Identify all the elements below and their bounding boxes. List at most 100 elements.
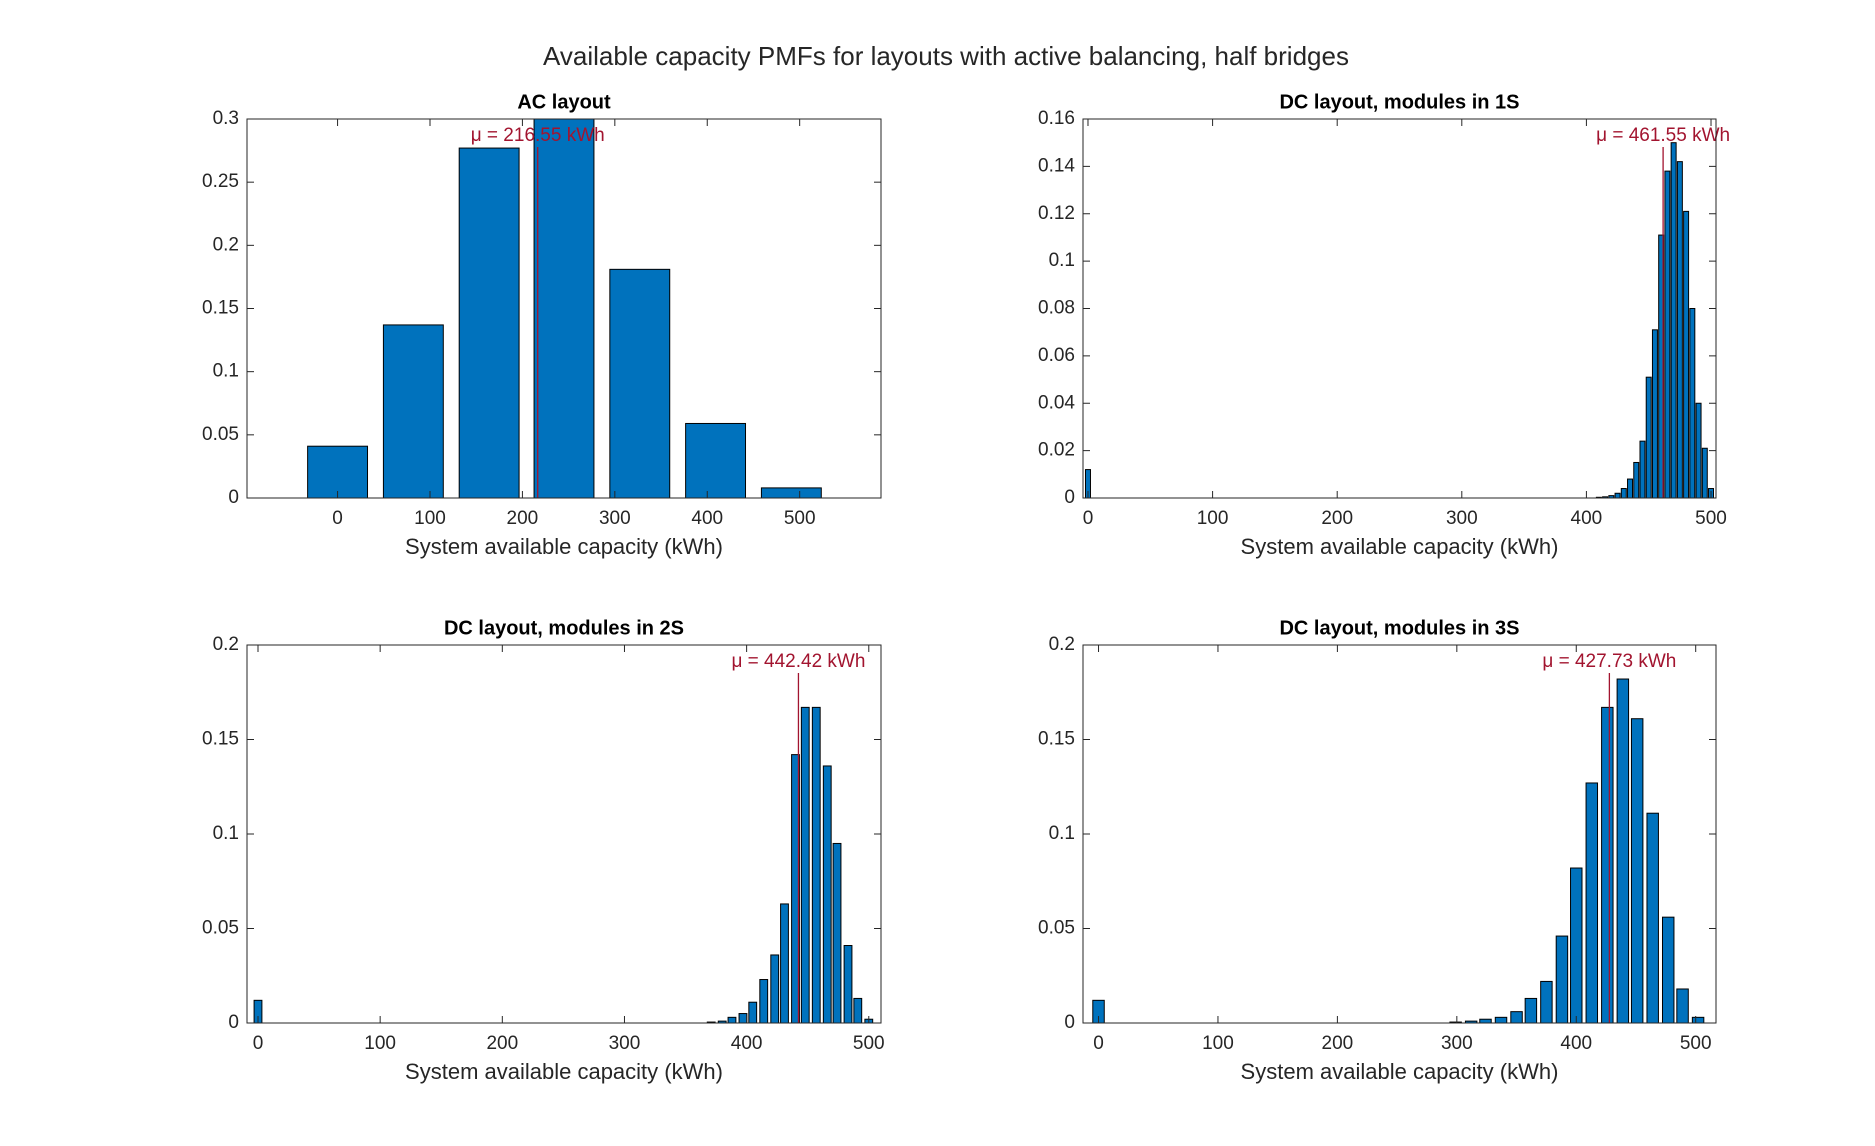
x-tick-label: 100	[414, 508, 446, 529]
bar	[843, 945, 853, 1023]
y-tick-label: 0.12	[1038, 203, 1075, 224]
y-tick-label: 0.2	[213, 234, 239, 255]
bar	[1661, 916, 1675, 1023]
y-tick-label: 0.15	[1038, 729, 1075, 750]
y-tick-label: 0.02	[1038, 440, 1075, 461]
bar	[253, 999, 263, 1023]
bar	[1639, 440, 1646, 498]
bar	[800, 706, 810, 1023]
bar	[1645, 376, 1652, 498]
y-tick-label: 0.06	[1038, 345, 1075, 366]
x-tick-label: 300	[599, 508, 631, 529]
bar	[1524, 997, 1538, 1023]
subplot: μ = 427.73 kWh 0 100 200 300 400 500 0 0.05 0.1 0.…	[1038, 617, 1717, 1084]
bar	[1494, 1016, 1508, 1023]
bar	[609, 268, 671, 498]
bar	[1651, 329, 1658, 498]
y-tick-label: 0.1	[213, 823, 239, 844]
bar	[1630, 718, 1644, 1023]
bar	[748, 1001, 758, 1023]
x-tick-label: 500	[1695, 508, 1727, 529]
bar	[1614, 492, 1621, 498]
bar	[1627, 478, 1634, 498]
x-tick-label: 400	[691, 508, 723, 529]
bar	[1695, 402, 1702, 498]
subplot-title: DC layout, modules in 1S	[1279, 91, 1519, 113]
x-tick-label: 400	[731, 1033, 763, 1054]
subplot: μ = 216.55 kWh 0 100 200 300 400 500 0 0.05 0.1 0.…	[202, 91, 882, 559]
y-tick-label: 0.05	[202, 918, 239, 939]
plot-area	[1084, 142, 1715, 498]
bar	[1664, 170, 1671, 498]
y-tick-label: 0.25	[202, 171, 239, 192]
x-axis-label: System available capacity (kWh)	[1241, 534, 1559, 559]
y-tick-label: 0	[1064, 1012, 1075, 1033]
x-axis-label: System available capacity (kWh)	[405, 534, 723, 559]
x-tick-label: 400	[1560, 1033, 1592, 1054]
x-tick-label: 200	[1322, 1033, 1354, 1054]
y-tick-label: 0.15	[202, 298, 239, 319]
bar	[760, 487, 822, 498]
bar	[1676, 161, 1683, 498]
x-tick-label: 300	[1446, 508, 1478, 529]
bar	[1570, 867, 1583, 1023]
x-tick-label: 500	[853, 1033, 885, 1054]
mean-annotation: μ = 442.42 kWh	[731, 651, 865, 672]
bar	[1540, 980, 1553, 1023]
x-tick-label: 200	[507, 508, 539, 529]
bar	[822, 765, 832, 1023]
plot-area	[1092, 673, 1705, 1023]
plot-area	[253, 673, 874, 1023]
mean-annotation: μ = 216.55 kWh	[471, 125, 605, 146]
y-tick-label: 0.1	[1049, 250, 1075, 271]
bar	[770, 954, 780, 1023]
y-tick-label: 0.1	[1049, 823, 1075, 844]
bar	[1691, 1016, 1705, 1023]
mean-annotation: μ = 461.55 kWh	[1596, 125, 1730, 146]
bar	[533, 119, 595, 498]
axes-background	[1083, 119, 1716, 498]
bar	[832, 842, 842, 1023]
x-tick-label: 0	[332, 508, 343, 529]
bar	[780, 903, 789, 1023]
y-tick-label: 0.05	[1038, 918, 1075, 939]
bar	[759, 979, 769, 1023]
bar	[1510, 1011, 1523, 1023]
x-tick-label: 400	[1571, 508, 1603, 529]
bar	[382, 324, 444, 498]
y-tick-label: 0.05	[202, 424, 239, 445]
bar	[853, 997, 863, 1023]
bar	[1633, 461, 1640, 498]
subplot-title: DC layout, modules in 3S	[1279, 617, 1519, 639]
y-tick-label: 0.3	[213, 108, 239, 129]
y-tick-label: 0	[228, 487, 239, 508]
figure-title: Available capacity PMFs for layouts with…	[543, 41, 1349, 71]
bar	[1585, 782, 1599, 1023]
y-tick-label: 0.16	[1038, 108, 1075, 129]
bar	[1601, 706, 1614, 1023]
bar	[738, 1013, 748, 1023]
x-axis-label: System available capacity (kWh)	[1241, 1059, 1559, 1084]
x-tick-label: 300	[1441, 1033, 1473, 1054]
y-tick-label: 0.2	[1049, 634, 1075, 655]
x-tick-label: 500	[784, 508, 816, 529]
bar	[791, 754, 800, 1023]
plot-area	[307, 119, 822, 498]
bar	[1689, 308, 1696, 498]
bar	[1676, 988, 1689, 1023]
bar	[307, 445, 369, 498]
y-tick-label: 0.2	[213, 634, 239, 655]
x-tick-label: 100	[364, 1033, 396, 1054]
mean-annotation: μ = 427.73 kWh	[1542, 651, 1676, 672]
y-tick-label: 0	[1064, 487, 1075, 508]
subplot-title: AC layout	[517, 91, 611, 113]
x-axis-label: System available capacity (kWh)	[405, 1059, 723, 1084]
bar	[685, 422, 747, 498]
bar	[1616, 678, 1630, 1023]
bar	[1608, 495, 1615, 498]
y-tick-label: 0.14	[1038, 155, 1075, 176]
x-tick-label: 200	[1321, 508, 1353, 529]
subplot: μ = 461.55 kWh 0 100 200 300 400 500 0 0.02 0.04 0…	[1038, 91, 1730, 559]
